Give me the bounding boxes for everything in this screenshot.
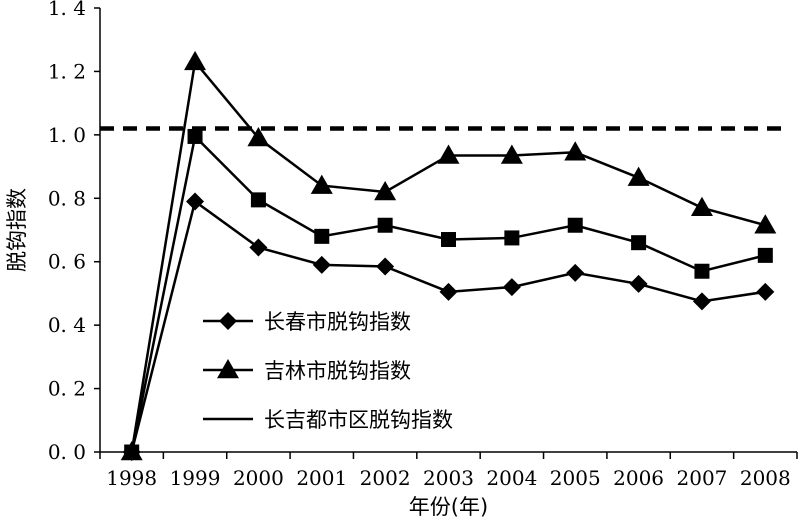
y-tick-label: 0. 8 [48,186,86,210]
x-tick-label: 2004 [486,466,537,490]
y-tick-label: 1. 4 [48,0,86,20]
data-point-triangle [754,214,777,234]
data-point-triangle [437,144,460,164]
data-point-diamond [756,282,775,301]
legend-label: 长春市脱钩指数 [264,310,411,334]
x-tick-label: 2002 [360,466,411,490]
legend-label: 吉林市脱钩指数 [264,359,411,383]
data-point-square [631,235,647,251]
x-tick-label: 1999 [170,466,221,490]
data-point-square [124,444,140,460]
data-point-diamond [692,292,711,311]
data-point-diamond [186,192,205,211]
series-1 [120,50,777,461]
x-tick-label: 2000 [233,466,284,490]
y-tick-label: 0. 0 [48,440,86,464]
legend-marker-diamond [219,312,237,330]
x-tick-label: 2001 [296,466,347,490]
y-tick-label: 0. 4 [48,313,86,337]
y-axis-title: 脱钩指数 [5,188,29,272]
series-group [120,50,777,461]
x-tick-label: 2008 [740,466,791,490]
data-point-square [567,217,583,233]
data-point-diamond [376,257,395,276]
data-point-square [314,228,330,244]
legend-label: 长吉都市区脱钩指数 [264,408,453,432]
legend-marker-triangle [217,359,239,379]
x-tick-label: 1998 [106,466,157,490]
data-point-triangle [690,196,713,217]
data-point-triangle [374,180,397,201]
data-point-diamond [629,274,648,293]
y-tick-label: 1. 2 [48,59,86,83]
data-point-diamond [502,278,521,297]
x-tick-label: 2003 [423,466,474,490]
axes: 0. 0 0. 2 0. 4 0. 6 0. 8 1. 0 1. 2 1. 4 1998 1999… [48,0,798,490]
series-0 [122,192,775,461]
data-point-diamond [566,263,585,282]
data-point-triangle [564,141,587,161]
x-tick-label: 2007 [677,466,728,490]
data-point-square [250,192,266,208]
data-point-triangle [500,144,523,164]
data-point-square [694,263,710,279]
y-tick-label: 0. 6 [48,250,86,274]
data-point-diamond [249,238,268,257]
x-tick-label: 2005 [550,466,601,490]
y-tick-label: 1. 0 [48,123,86,147]
series-2 [124,128,773,460]
x-tick-label: 2006 [613,466,664,490]
x-axis-title: 年份(年) [409,495,488,519]
data-point-diamond [312,255,331,274]
data-point-triangle [247,127,270,147]
data-point-square [377,217,393,233]
data-point-triangle [310,174,333,194]
data-point-triangle [184,50,207,71]
data-point-square [757,247,773,263]
data-point-triangle [627,166,650,186]
data-point-square [441,232,456,248]
data-point-square [504,230,520,246]
y-tick-label: 0. 2 [48,377,86,401]
data-point-square [187,128,203,144]
data-point-diamond [439,282,458,301]
